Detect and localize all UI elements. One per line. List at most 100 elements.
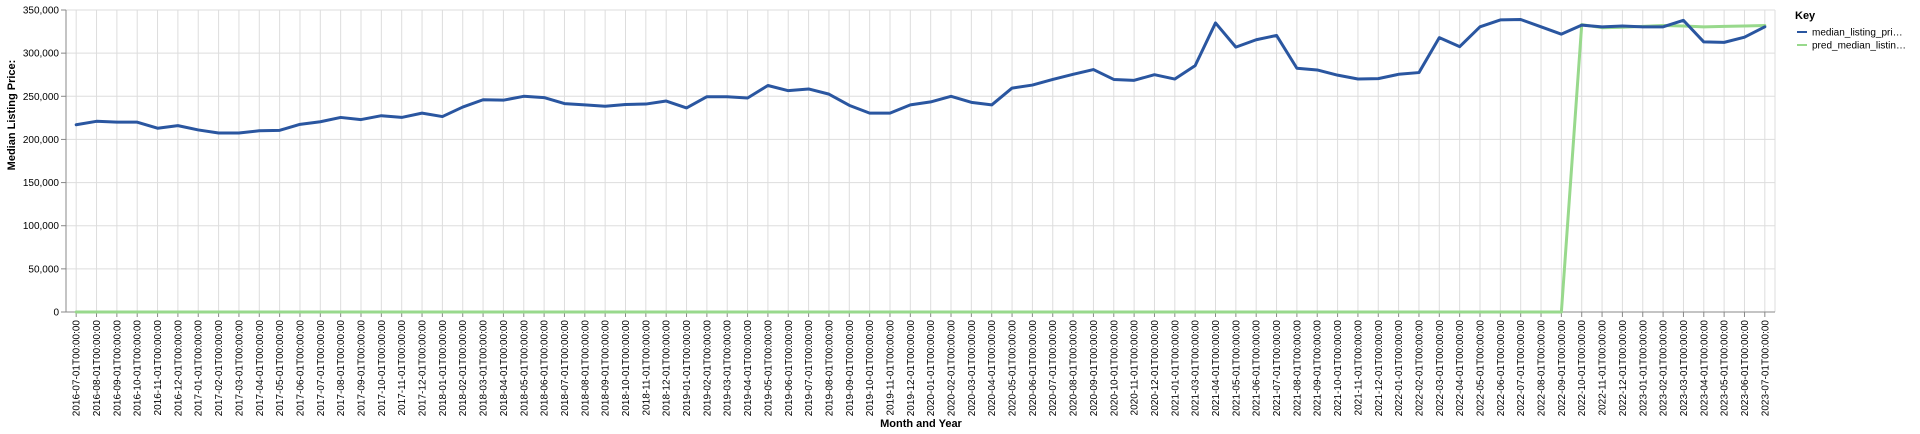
x-tick-label: 2022-12-01T00:00:00 (1618, 320, 1629, 417)
x-tick-label: 2019-10-01T00:00:00 (865, 320, 876, 417)
x-tick-label: 2017-10-01T00:00:00 (377, 320, 388, 417)
x-tick-label: 2021-06-01T00:00:00 (1252, 320, 1263, 417)
series-line-1 (74, 23, 1767, 314)
x-tick-label: 2021-08-01T00:00:00 (1292, 320, 1303, 417)
x-tick-label: 2023-06-01T00:00:00 (1740, 320, 1751, 417)
x-tick-label: 2018-06-01T00:00:00 (540, 320, 551, 417)
x-tick-label: 2018-08-01T00:00:00 (580, 320, 591, 417)
x-tick-label: 2023-07-01T00:00:00 (1760, 320, 1771, 417)
x-tick-label: 2020-05-01T00:00:00 (1008, 320, 1019, 417)
x-tick-label: 2016-10-01T00:00:00 (133, 320, 144, 417)
x-tick-label: 2020-06-01T00:00:00 (1028, 320, 1039, 417)
x-tick-label: 2016-12-01T00:00:00 (173, 320, 184, 417)
x-tick-label: 2018-01-01T00:00:00 (438, 320, 449, 417)
x-tick-label: 2020-01-01T00:00:00 (926, 320, 937, 417)
gridlines (66, 9, 1776, 313)
x-tick-label: 2020-09-01T00:00:00 (1089, 320, 1100, 417)
x-tick-label: 2022-02-01T00:00:00 (1414, 320, 1425, 417)
x-tick-label: 2021-03-01T00:00:00 (1191, 320, 1202, 417)
x-tick-label: 2020-08-01T00:00:00 (1069, 320, 1080, 417)
y-tick-label: 200,000 (23, 135, 60, 146)
x-tick-label: 2022-04-01T00:00:00 (1455, 320, 1466, 417)
x-tick-label: 2016-11-01T00:00:00 (153, 320, 164, 416)
x-tick-label: 2019-06-01T00:00:00 (784, 320, 795, 417)
x-tick-label: 2021-07-01T00:00:00 (1272, 320, 1283, 417)
x-tick-label: 2021-09-01T00:00:00 (1313, 320, 1324, 417)
x-tick-label: 2022-01-01T00:00:00 (1394, 320, 1405, 417)
x-tick-label: 2021-12-01T00:00:00 (1374, 320, 1385, 417)
x-tick-label: 2023-01-01T00:00:00 (1638, 320, 1649, 417)
x-tick-label: 2019-12-01T00:00:00 (906, 320, 917, 417)
x-tick-label: 2018-07-01T00:00:00 (560, 320, 571, 417)
x-tick-label: 2017-03-01T00:00:00 (234, 320, 245, 417)
x-tick-label: 2017-07-01T00:00:00 (316, 320, 327, 417)
series-line-0 (74, 17, 1767, 135)
x-tick-label: 2019-07-01T00:00:00 (804, 320, 815, 417)
x-axis-title: Month and Year (880, 418, 962, 430)
y-tick-label: 100,000 (23, 221, 60, 232)
x-tick-label: 2021-04-01T00:00:00 (1211, 320, 1222, 417)
y-axis-title: Median Listing Price: (6, 60, 18, 171)
x-tick-label: 2018-03-01T00:00:00 (479, 320, 490, 417)
x-tick-label: 2018-04-01T00:00:00 (499, 320, 510, 417)
x-tick-label: 2016-09-01T00:00:00 (112, 320, 123, 417)
x-tick-label: 2018-05-01T00:00:00 (519, 320, 530, 417)
x-tick-label: 2020-10-01T00:00:00 (1109, 320, 1120, 417)
x-tick-label: 2020-04-01T00:00:00 (987, 320, 998, 417)
x-tick-label: 2017-08-01T00:00:00 (336, 320, 347, 417)
x-tick-label: 2017-09-01T00:00:00 (357, 320, 368, 417)
x-tick-label: 2022-05-01T00:00:00 (1475, 320, 1486, 417)
x-tick-label: 2022-06-01T00:00:00 (1496, 320, 1507, 417)
x-tick-label: 2017-11-01T00:00:00 (397, 320, 408, 416)
x-tick-label: 2017-06-01T00:00:00 (295, 320, 306, 417)
x-tick-label: 2021-05-01T00:00:00 (1231, 320, 1242, 417)
x-tick-label: 2016-08-01T00:00:00 (92, 320, 103, 417)
x-tick-label: 2022-03-01T00:00:00 (1435, 320, 1446, 417)
x-tick-label: 2019-11-01T00:00:00 (885, 320, 896, 416)
legend-label: pred_median_listin… (1812, 41, 1906, 52)
axes: 0 50,000 100,000 150,000 200,000 250,000 300,0… (23, 6, 1775, 417)
x-tick-label: 2023-05-01T00:00:00 (1720, 320, 1731, 417)
y-tick-label: 350,000 (23, 6, 60, 17)
x-tick-label: 2019-09-01T00:00:00 (845, 320, 856, 417)
x-tick-label: 2020-12-01T00:00:00 (1150, 320, 1161, 417)
x-tick-label: 2019-02-01T00:00:00 (702, 320, 713, 417)
x-tick-label: 2022-10-01T00:00:00 (1577, 320, 1588, 417)
legend-label: median_listing_pri… (1812, 28, 1903, 39)
x-tick-label: 2022-08-01T00:00:00 (1537, 320, 1548, 417)
x-tick-label: 2022-09-01T00:00:00 (1557, 320, 1568, 417)
series-lines (74, 17, 1767, 314)
legend[interactable]: Key median_listing_pri… pred_median_listi… (1795, 10, 1906, 52)
x-tick-label: 2018-10-01T00:00:00 (621, 320, 632, 417)
x-tick-label: 2019-05-01T00:00:00 (763, 320, 774, 417)
y-tick-label: 50,000 (28, 264, 59, 275)
x-tick-label: 2020-07-01T00:00:00 (1048, 320, 1059, 417)
x-tick-label: 2018-09-01T00:00:00 (601, 320, 612, 417)
x-tick-label: 2023-03-01T00:00:00 (1679, 320, 1690, 417)
y-tick-label: 150,000 (23, 178, 60, 189)
x-tick-label: 2020-03-01T00:00:00 (967, 320, 978, 417)
x-tick-label: 2021-11-01T00:00:00 (1353, 320, 1364, 416)
x-tick-label: 2020-02-01T00:00:00 (947, 320, 958, 417)
x-tick-label: 2018-02-01T00:00:00 (458, 320, 469, 417)
y-tick-label: 0 (53, 308, 59, 319)
x-tick-label: 2021-01-01T00:00:00 (1170, 320, 1181, 417)
x-tick-label: 2022-11-01T00:00:00 (1598, 320, 1609, 416)
x-tick-label: 2019-03-01T00:00:00 (723, 320, 734, 417)
x-tick-label: 2017-12-01T00:00:00 (418, 320, 429, 417)
x-tick-label: 2019-01-01T00:00:00 (682, 320, 693, 417)
x-tick-label: 2018-11-01T00:00:00 (641, 320, 652, 416)
x-tick-label: 2018-12-01T00:00:00 (662, 320, 673, 417)
x-tick-label: 2017-04-01T00:00:00 (255, 320, 266, 417)
legend-title: Key (1795, 10, 1816, 22)
y-tick-label: 250,000 (23, 92, 60, 103)
x-tick-label: 2019-08-01T00:00:00 (824, 320, 835, 417)
x-tick-label: 2017-01-01T00:00:00 (194, 320, 205, 417)
x-tick-label: 2022-07-01T00:00:00 (1516, 320, 1527, 417)
x-tick-label: 2020-11-01T00:00:00 (1130, 320, 1141, 416)
x-tick-label: 2017-02-01T00:00:00 (214, 320, 225, 417)
x-tick-label: 2016-07-01T00:00:00 (72, 320, 83, 417)
x-tick-label: 2017-05-01T00:00:00 (275, 320, 286, 417)
x-tick-label: 2019-04-01T00:00:00 (743, 320, 754, 417)
